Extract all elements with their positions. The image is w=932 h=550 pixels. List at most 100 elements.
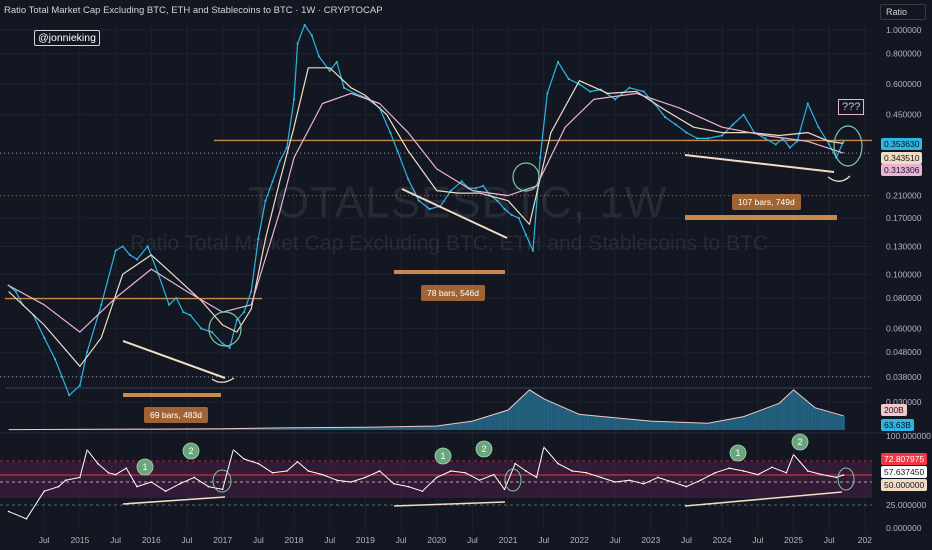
volume-bar (508, 409, 510, 430)
rsi-point (542, 446, 545, 448)
price-point (449, 189, 453, 192)
volume-bar (809, 402, 811, 430)
volume-bar (793, 389, 795, 430)
volume-bar (733, 418, 735, 430)
volume-bar (251, 428, 253, 430)
volume-bar (489, 415, 491, 430)
price-point (817, 126, 820, 129)
volume-bar (472, 421, 474, 430)
volume-bar (502, 411, 504, 430)
volume-bar (298, 427, 300, 430)
rsi-value-label: 57.637450 (881, 466, 928, 478)
volume-bar (206, 428, 209, 430)
volume-bar (536, 394, 539, 430)
price-point (407, 178, 410, 181)
volume-bar (657, 421, 660, 430)
volume-bar (543, 398, 546, 430)
chart-title: Ratio Total Market Cap Excluding BTC, ET… (4, 5, 383, 16)
volume-bar (439, 425, 441, 430)
volume-bar (767, 407, 770, 430)
volume-bar (176, 428, 179, 430)
volume-bar (754, 412, 757, 430)
volume-bar (413, 426, 416, 430)
rsi-point (557, 462, 559, 465)
circle-2025 (833, 125, 863, 167)
volume-bar (284, 427, 286, 430)
price-point (517, 216, 520, 220)
volume-bar (569, 409, 571, 430)
price-point (510, 213, 513, 217)
ratio-button[interactable]: Ratio (880, 4, 926, 20)
range-bar-2 (394, 270, 505, 274)
volume-bar (438, 425, 440, 430)
volume-bar (323, 427, 326, 430)
rsi-point (771, 466, 773, 469)
volume-bar (389, 426, 392, 430)
rsi-point (207, 485, 210, 488)
rsi-point (435, 476, 438, 479)
volume-bar (679, 422, 681, 430)
volume-bar (312, 427, 314, 430)
rsi-markers: 1 2 1 2 1 2 (136, 433, 809, 476)
rsi-point (232, 449, 235, 451)
volume-bar (642, 420, 644, 430)
volume-bar (539, 395, 541, 430)
rsi-point (842, 474, 845, 476)
trendline-2019 (401, 188, 508, 239)
rsi-point (792, 453, 795, 456)
volume-bar (175, 428, 177, 430)
volume-bar (292, 427, 294, 430)
volume-bar (797, 393, 800, 430)
volume-bar (833, 412, 835, 430)
volume-bar (786, 396, 788, 430)
rsi-point (614, 481, 616, 483)
volume-bar (669, 421, 671, 430)
rsi-marker-circle (791, 433, 809, 451)
rsi-point (685, 485, 688, 488)
rsi-point (43, 490, 46, 493)
question-marks: ??? (838, 99, 865, 115)
price-point (460, 180, 463, 183)
volume-bar (378, 427, 380, 430)
x-tick-label: Jul (396, 535, 407, 545)
rsi-point (125, 467, 128, 470)
volume-bar (452, 423, 454, 430)
low-arc-2025 (827, 175, 851, 182)
price-point (795, 140, 799, 143)
volume-bar (525, 393, 527, 430)
volume-bar (613, 417, 616, 430)
volume-bar (689, 422, 691, 430)
x-tick-label: Jul (752, 535, 763, 545)
volume-bar (239, 428, 242, 430)
rsi-marker-label: 1 (735, 448, 740, 458)
volume-bar (191, 428, 193, 430)
last-price-label: 0.353630 (881, 138, 923, 150)
volume-bar (763, 408, 765, 430)
price-point (228, 346, 231, 349)
volume-bar (469, 421, 471, 430)
volume-ma-line (8, 389, 844, 431)
y-tick-label: 0.060000 (886, 323, 922, 333)
volume-bar (215, 428, 217, 430)
volume-bar (241, 428, 243, 430)
volume-bar (653, 421, 656, 430)
price-point (524, 233, 528, 236)
rsi-point (221, 488, 224, 491)
volume-bar (476, 419, 479, 430)
price-point (78, 384, 82, 387)
volume-bar (302, 427, 304, 430)
price-point (721, 134, 724, 137)
y-tick-label: 0.130000 (886, 241, 922, 251)
volume-bar (600, 416, 603, 430)
volume-bar (606, 416, 608, 430)
volume-bar (179, 428, 182, 430)
volume-bar (732, 418, 734, 430)
trendline-2016 (122, 340, 226, 379)
rsi-point (243, 458, 245, 460)
price-point (135, 258, 139, 261)
volume-bar (568, 409, 570, 430)
volume-bar (580, 414, 583, 430)
rsi-point (378, 470, 381, 472)
volume-bar (493, 414, 496, 430)
